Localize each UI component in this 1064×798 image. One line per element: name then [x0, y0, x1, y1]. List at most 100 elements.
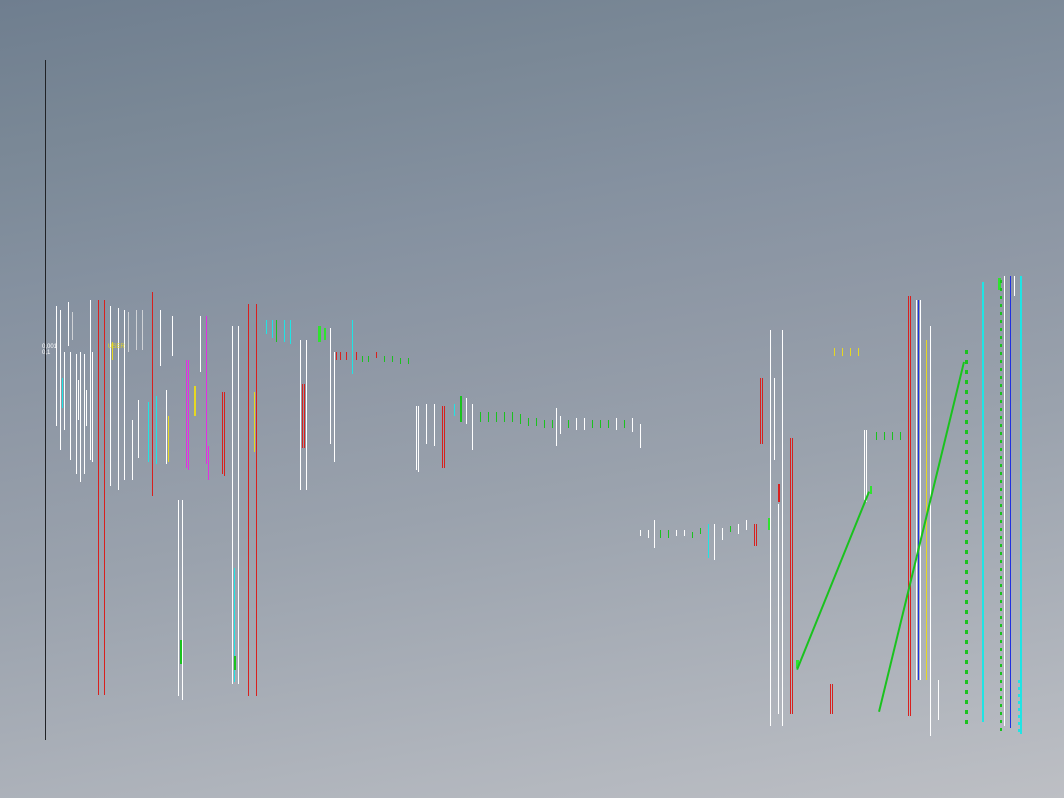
cad-dash: [1000, 712, 1002, 715]
cad-segment: [536, 418, 537, 426]
cad-dash: [1018, 729, 1020, 732]
cad-dash: [1000, 672, 1002, 675]
cad-segment: [222, 392, 223, 474]
cad-dash: [1000, 320, 1002, 323]
cad-dash: [965, 350, 968, 354]
cad-segment: [200, 316, 201, 372]
cad-segment: [152, 292, 153, 496]
cad-segment: [850, 348, 851, 356]
cad-segment: [700, 528, 701, 534]
cad-segment: [156, 396, 157, 464]
cad-dash: [1000, 592, 1002, 595]
cad-segment: [520, 414, 521, 424]
cad-segment: [232, 326, 233, 684]
cad-segment: [76, 354, 77, 474]
cad-segment: [340, 352, 341, 360]
cad-segment: [138, 400, 139, 458]
cad-segment: [68, 302, 69, 346]
cad-segment: [124, 310, 125, 480]
cad-dash: [1000, 296, 1002, 299]
cad-dash: [1000, 464, 1002, 467]
cad-dash: [965, 660, 968, 664]
cad-dash: [1000, 440, 1002, 443]
cad-dash: [965, 390, 968, 394]
cad-segment: [842, 348, 843, 356]
cad-segment: [632, 418, 633, 432]
cad-segment: [916, 300, 917, 680]
cad-dash: [1000, 480, 1002, 483]
cad-dash: [1000, 360, 1002, 363]
cad-dash: [1018, 694, 1020, 697]
cad-segment: [920, 300, 921, 680]
cad-segment: [334, 352, 335, 462]
cad-dash: [1000, 568, 1002, 571]
cad-dash: [1000, 280, 1002, 283]
axis-line: [45, 60, 46, 740]
cad-dash: [965, 500, 968, 504]
cad-segment: [454, 404, 455, 416]
cad-dash: [1000, 448, 1002, 451]
cad-dash: [965, 460, 968, 464]
cad-segment: [864, 430, 865, 500]
cad-segment: [416, 406, 417, 470]
cad-segment: [352, 320, 353, 374]
cad-segment: [782, 330, 783, 726]
cad-segment: [324, 328, 326, 340]
cad-dash: [965, 690, 968, 694]
cad-segment: [668, 530, 669, 538]
cad-segment: [876, 432, 877, 440]
cad-segment: [908, 296, 909, 716]
cad-dash: [1018, 687, 1020, 690]
cad-segment: [330, 328, 331, 444]
cad-segment: [266, 320, 267, 334]
cad-dash: [965, 360, 968, 364]
cad-segment: [84, 354, 85, 474]
cad-dash: [965, 720, 968, 724]
cad-segment: [376, 352, 377, 358]
cad-segment: [64, 352, 65, 430]
cad-segment: [938, 680, 939, 720]
cad-dash: [965, 440, 968, 444]
cad-segment: [746, 520, 747, 530]
cad-dash: [1000, 720, 1002, 723]
cad-segment: [206, 316, 207, 464]
cad-segment: [90, 300, 91, 460]
cad-segment: [128, 312, 129, 352]
cad-segment: [118, 308, 119, 490]
cad-segment: [756, 524, 757, 546]
cad-viewport[interactable]: 0,001USER0,1: [0, 0, 1064, 798]
cad-dash: [1000, 488, 1002, 491]
cad-segment: [132, 420, 133, 480]
cad-dash: [1000, 696, 1002, 699]
cad-dash: [1000, 400, 1002, 403]
cad-segment: [166, 390, 167, 464]
cad-segment: [832, 684, 833, 714]
cad-segment: [208, 446, 209, 480]
cad-dash: [1000, 616, 1002, 619]
cad-dash: [965, 450, 968, 454]
cad-dash: [1000, 704, 1002, 707]
cad-segment: [792, 438, 793, 714]
cad-segment: [234, 656, 236, 670]
cad-segment: [284, 320, 285, 342]
cad-segment: [778, 504, 779, 714]
cad-segment: [738, 524, 739, 534]
cad-segment: [552, 420, 553, 428]
cad-dash: [1000, 608, 1002, 611]
cad-segment: [684, 530, 685, 536]
cad-segment: [194, 386, 196, 416]
cad-segment: [600, 420, 601, 428]
cad-segment: [1004, 276, 1005, 726]
cad-segment: [78, 380, 79, 420]
cad-segment: [444, 406, 445, 468]
cad-segment: [676, 530, 677, 536]
cad-dash: [965, 680, 968, 684]
cad-dash: [965, 510, 968, 514]
cad-dash: [1000, 584, 1002, 587]
cad-dash: [965, 370, 968, 374]
cad-segment: [760, 378, 761, 444]
cad-segment: [392, 356, 393, 362]
cad-segment: [368, 356, 369, 362]
cad-segment: [496, 412, 497, 422]
cad-dash: [1000, 416, 1002, 419]
